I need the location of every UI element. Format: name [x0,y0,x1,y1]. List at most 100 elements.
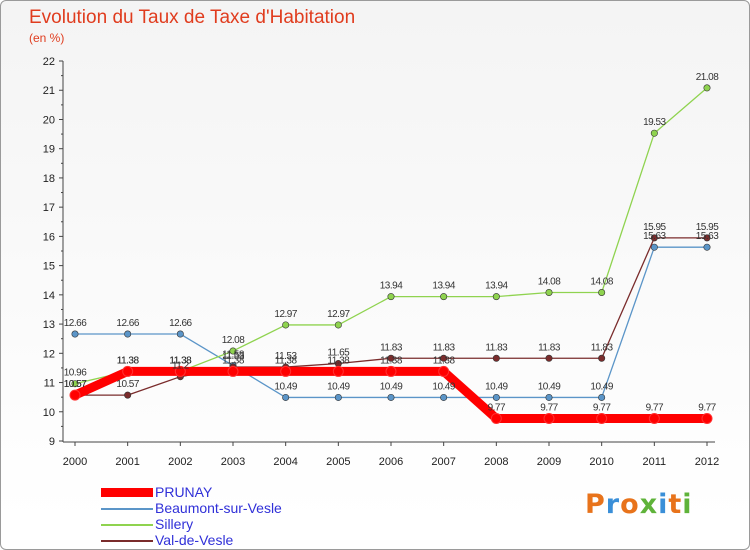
y-tick-label: 20 [43,114,55,126]
data-point [122,365,134,377]
data-point [387,393,395,401]
data-point [598,393,606,401]
data-label: 12.97 [274,309,297,320]
series-line-2 [74,87,708,385]
y-tick-label: 9 [49,436,55,448]
chart-subtitle: (en %) [29,31,65,45]
data-point [282,321,290,329]
data-point [545,393,553,401]
data-label: 11.83 [591,342,614,353]
data-point [440,393,448,401]
data-label: 11.2 [172,361,190,372]
legend-label: Beaumont-sur-Vesle [155,500,282,516]
legend-swatch [101,540,153,542]
data-point [176,330,184,338]
data-label: 9.77 [540,402,558,413]
y-tick-label: 21 [43,85,55,97]
data-point [124,391,132,399]
y-tick-label: 12 [43,348,55,360]
data-label: 11.38 [169,355,192,366]
x-tick-label: 2012 [695,456,719,468]
data-point [334,393,342,401]
logo-letter: o [620,489,640,520]
y-tick-label: 13 [43,319,55,331]
data-label: 10.49 [590,381,613,392]
data-label: 11.38 [380,355,403,366]
data-point [69,389,81,401]
data-point [543,412,555,424]
data-point [648,412,660,424]
y-tick-label: 17 [43,202,55,214]
data-point [440,354,448,362]
data-point [385,365,397,377]
data-label: 15.95 [643,222,666,233]
logo-letter: t [668,489,683,520]
y-tick-label: 11 [44,378,55,390]
data-label: 11.65 [327,348,350,359]
proxiti-logo: Proxiti [585,489,693,520]
legend-swatch [101,524,153,526]
data-point [280,365,292,377]
data-label: 11.53 [222,351,245,362]
data-label: 12.66 [116,318,139,329]
data-label: 12.66 [169,318,192,329]
data-label: 10.57 [116,379,139,390]
data-label: 11.38 [275,355,298,366]
y-tick-label: 22 [43,56,55,68]
data-point [227,365,239,377]
chart-title: Evolution du Taux de Taxe d'Habitation [29,7,356,28]
legend-swatch [101,508,153,510]
x-tick-label: 2004 [273,456,297,468]
y-tick-label: 16 [43,231,55,243]
data-point [598,289,606,297]
data-point [71,380,79,388]
data-label: 10.49 [274,381,297,392]
data-label: 10.49 [538,381,561,392]
data-point [650,243,658,251]
data-point [174,365,186,377]
data-point [334,321,342,329]
data-point [440,293,448,301]
data-label: 11.58 [222,350,245,361]
data-label: 15.63 [696,231,719,242]
data-label: 10.49 [327,381,350,392]
data-point [650,129,658,137]
x-tick-label: 2010 [589,456,613,468]
y-tick-label: 14 [43,290,55,302]
x-tick-label: 2011 [643,456,667,468]
data-label: 11.38 [327,355,350,366]
data-label: 13.94 [485,281,508,292]
data-label: 13.94 [380,281,403,292]
y-tick-label: 10 [43,407,55,419]
data-point [124,330,132,338]
data-point [71,330,79,338]
legend-label: PRUNAY [155,484,213,500]
logo-letter: P [585,489,606,520]
data-point [282,393,290,401]
data-point [703,84,711,92]
data-point [703,243,711,251]
data-label: 11.83 [538,342,561,353]
x-tick-label: 2006 [379,456,403,468]
data-label: 10.57 [64,379,87,390]
data-label: 14.08 [538,277,561,288]
data-label: 15.63 [643,231,666,242]
data-label: 11.38 [433,355,456,366]
data-point [650,234,658,242]
x-tick-label: 2002 [168,456,192,468]
data-label: 19.53 [643,117,666,128]
legend-swatch [101,488,153,497]
x-tick-label: 2003 [221,456,245,468]
x-tick-label: 2009 [537,456,561,468]
data-label: 12.08 [222,335,245,346]
data-point [492,293,500,301]
data-point [492,393,500,401]
data-point [596,412,608,424]
x-tick-label: 2008 [484,456,508,468]
data-point [438,365,450,377]
data-label: 9.77 [488,402,506,413]
data-label: 11.38 [222,355,245,366]
x-tick-label: 2001 [115,456,139,468]
